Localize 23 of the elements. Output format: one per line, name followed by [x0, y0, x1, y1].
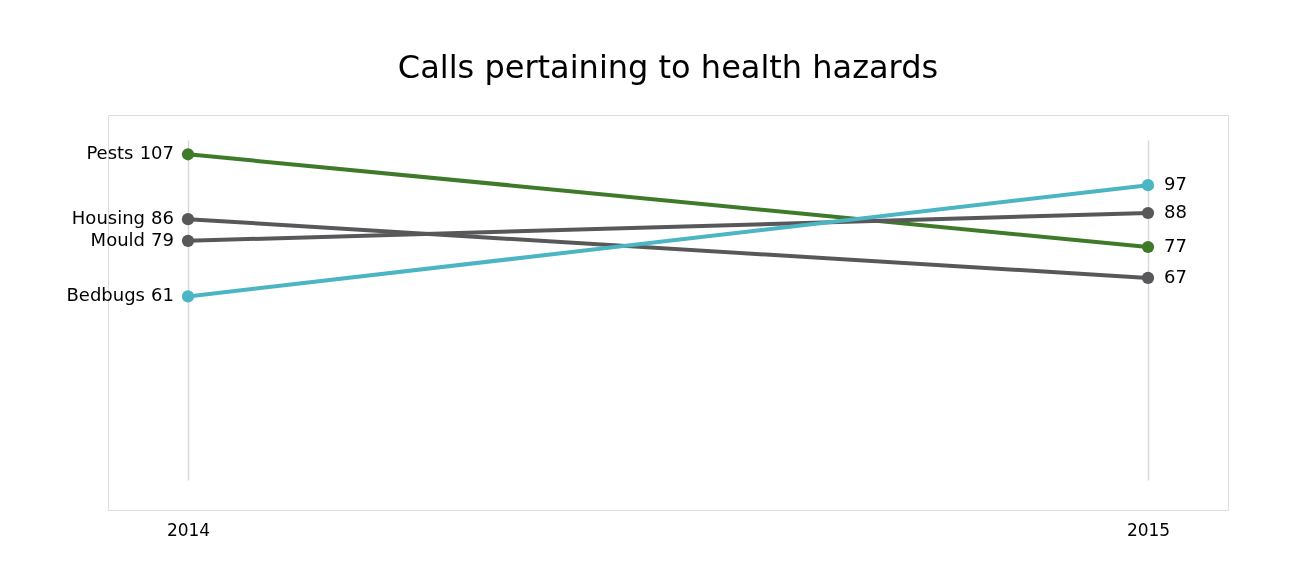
- data-label: 67: [1164, 265, 1187, 287]
- point: [181, 234, 195, 247]
- point: [181, 290, 195, 303]
- data-label: 86: [151, 207, 174, 229]
- data-label: 88: [1164, 201, 1187, 222]
- data-label: 97: [1164, 173, 1187, 195]
- x-tick-label: 2015: [1126, 519, 1171, 540]
- data-label: 61: [151, 284, 174, 306]
- text: Bedbugs: [66, 284, 145, 306]
- point: [181, 148, 195, 161]
- point: [1141, 179, 1155, 192]
- point: [1141, 271, 1155, 285]
- text: Mould: [90, 228, 145, 250]
- text: Pests: [86, 142, 134, 164]
- data-label: 107: [139, 142, 174, 164]
- data-label: 77: [1164, 235, 1187, 256]
- point: [1141, 240, 1155, 254]
- chart-title: Calls pertaining to health hazards: [397, 48, 939, 86]
- data-label: 79: [151, 228, 174, 250]
- text: Housing: [71, 207, 145, 229]
- point: [1141, 206, 1155, 220]
- point: [181, 213, 195, 226]
- x-tick-label: 2014: [166, 519, 211, 540]
